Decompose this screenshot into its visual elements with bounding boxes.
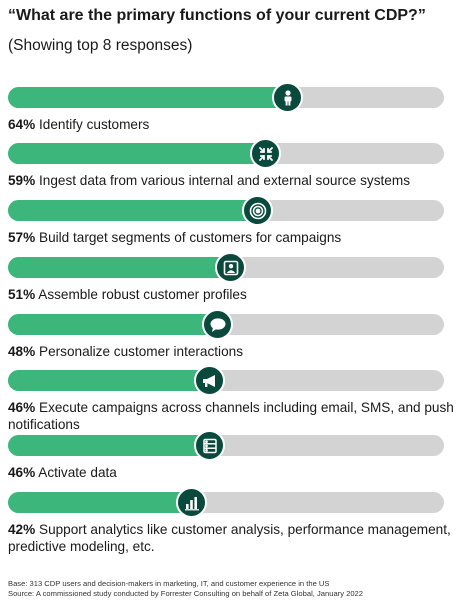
person-icon <box>272 82 303 113</box>
database-icon <box>194 430 225 461</box>
bar-fill <box>8 314 217 335</box>
bar-fill <box>8 370 209 391</box>
bar-track <box>8 492 444 513</box>
bar-fill <box>8 200 257 221</box>
chart-title: “What are the primary functions of your … <box>8 7 426 24</box>
chart-subtitle: (Showing top 8 responses) <box>8 37 193 54</box>
bar-category-label: Build target segments of customers for c… <box>39 230 342 245</box>
bar-track <box>8 200 444 221</box>
chat-bubble-icon <box>202 309 233 340</box>
bar-value-label: 59% <box>8 173 36 188</box>
footer: Base: 313 CDP users and decision-makers … <box>8 579 463 598</box>
bar-value-label: 57% <box>8 230 36 245</box>
footer-base: Base: 313 CDP users and decision-makers … <box>8 579 330 588</box>
bar-chart-icon <box>176 487 207 518</box>
target-icon <box>242 195 273 226</box>
bar-label: 48% Personalize customer interactions <box>8 343 460 360</box>
bar-value-label: 46% <box>8 465 36 480</box>
bar-category-label: Identify customers <box>39 117 150 132</box>
profile-card-icon <box>215 252 246 283</box>
bar-fill <box>8 87 287 108</box>
bar-category-label: Personalize customer interactions <box>39 344 243 359</box>
bar-label: 46% Execute campaigns across channels in… <box>8 399 460 433</box>
bar-value-label: 42% <box>8 522 36 537</box>
bar-fill <box>8 143 265 164</box>
bar-track <box>8 143 444 164</box>
bar-category-label: Execute campaigns across channels includ… <box>8 400 454 432</box>
bar-category-label: Ingest data from various internal and ex… <box>39 173 410 188</box>
bar-value-label: 48% <box>8 344 36 359</box>
bar-label: 51% Assemble robust customer profiles <box>8 286 460 303</box>
bar-category-label: Assemble robust customer profiles <box>38 287 247 302</box>
bar-value-label: 64% <box>8 117 36 132</box>
bar-label: 64% Identify customers <box>8 116 460 133</box>
bar-label: 59% Ingest data from various internal an… <box>8 172 460 189</box>
bar-track <box>8 435 444 456</box>
bar-track <box>8 370 444 391</box>
footer-source: Source: A commissioned study conducted b… <box>8 588 363 598</box>
bar-fill <box>8 435 209 456</box>
bar-fill <box>8 257 230 278</box>
bar-value-label: 51% <box>8 287 36 302</box>
bar-label: 42% Support analytics like customer anal… <box>8 521 460 555</box>
bar-value-label: 46% <box>8 400 36 415</box>
bar-track <box>8 87 444 108</box>
bar-label: 46% Activate data <box>8 464 460 481</box>
bar-fill <box>8 492 191 513</box>
bar-label: 57% Build target segments of customers f… <box>8 229 460 246</box>
megaphone-icon <box>194 365 225 396</box>
bar-category-label: Support analytics like customer analysis… <box>8 522 451 554</box>
bar-category-label: Activate data <box>38 465 117 480</box>
arrows-inward-icon <box>250 138 281 169</box>
